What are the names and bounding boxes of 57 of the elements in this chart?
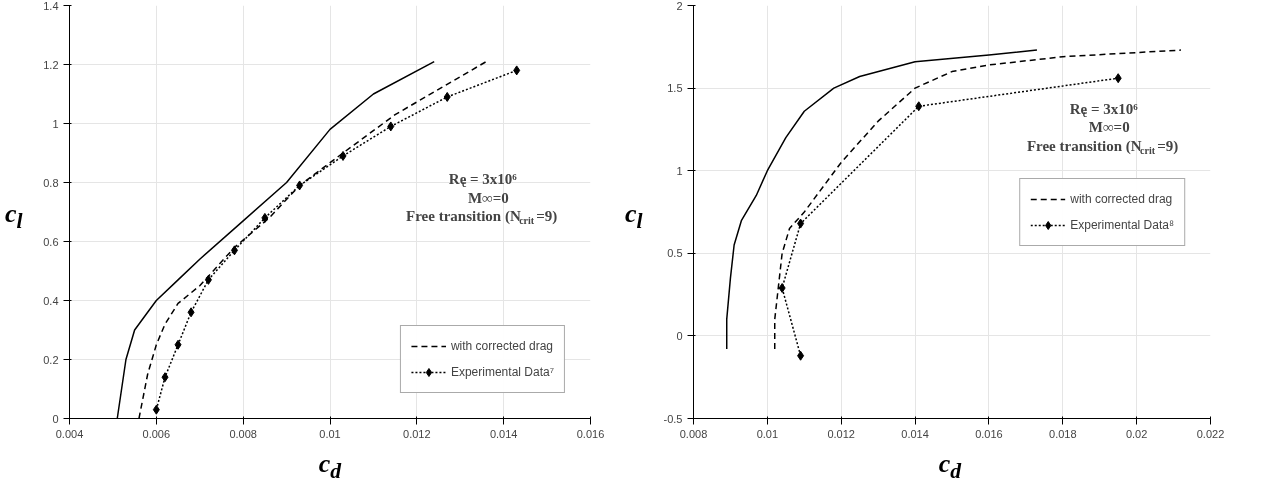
point [387,121,395,132]
y-tick-label: 0 [52,412,59,425]
y-tick-label: 2 [676,0,683,12]
y-tick-label: 0.6 [43,235,59,248]
x-tick-label: 0.008 [679,427,708,440]
point [797,218,805,229]
x-tick-label: 0.012 [827,427,855,440]
annotation: M∞=0 [467,189,509,206]
x-tick-label: 0.012 [403,427,431,440]
y-tick-label: 1 [52,117,59,130]
point [339,150,347,161]
x-tick-label: 0.008 [229,427,257,440]
x-tick-label: 0.014 [901,427,929,440]
x-tick-label: 0.016 [576,427,605,440]
point [296,180,304,191]
x-axis-title: c$_{d}$ [938,448,962,483]
x-axis-title: c$_{d}$ [318,448,342,483]
y-tick-label: 0 [676,329,683,342]
x-tick-label: 0.006 [142,427,171,440]
x-tick-label: 0.01 [756,427,779,440]
point [152,404,160,415]
point [204,274,212,285]
y-tick-label: 0.5 [667,247,683,260]
y-tick-label: 1.4 [43,0,59,12]
point [161,372,169,383]
legend-label: Experimental Data⁷ [450,365,554,379]
x-tick-label: 0.02 [1125,427,1148,440]
x-tick-label: 0.01 [319,427,341,440]
point [1114,73,1122,84]
y-tick-label: 0.2 [43,353,59,366]
x-tick-label: 0.018 [1049,427,1077,440]
legend-label: Experimental Data⁸ [1070,217,1174,232]
point [513,65,521,76]
point [443,91,451,102]
point [261,212,269,223]
legend-label: with corrected drag [1070,191,1173,206]
x-tick-label: 0.022 [1196,427,1225,440]
point [230,245,238,256]
x-tick-label: 0.014 [489,427,518,440]
annotation: M∞=0 [1088,119,1130,136]
point [174,339,182,350]
y-tick-label: 1 [676,164,683,177]
point [187,307,195,318]
line-series [773,49,1182,350]
y-axis-title: c$_{l}$ [625,198,643,236]
legend-label: with corrected drag [450,339,553,353]
x-tick-label: 0.016 [975,427,1003,440]
y-axis-title: c$_{l}$ [5,198,23,236]
point [778,282,786,293]
y-tick-label: 0.8 [43,176,59,189]
point [797,350,805,361]
y-tick-label: 1.5 [667,82,683,95]
y-tick-label: 0.4 [43,294,59,307]
point [915,101,923,112]
x-tick-label: 0.004 [55,427,84,440]
y-tick-label: -0.5 [663,412,683,425]
y-tick-label: 1.2 [43,58,59,71]
